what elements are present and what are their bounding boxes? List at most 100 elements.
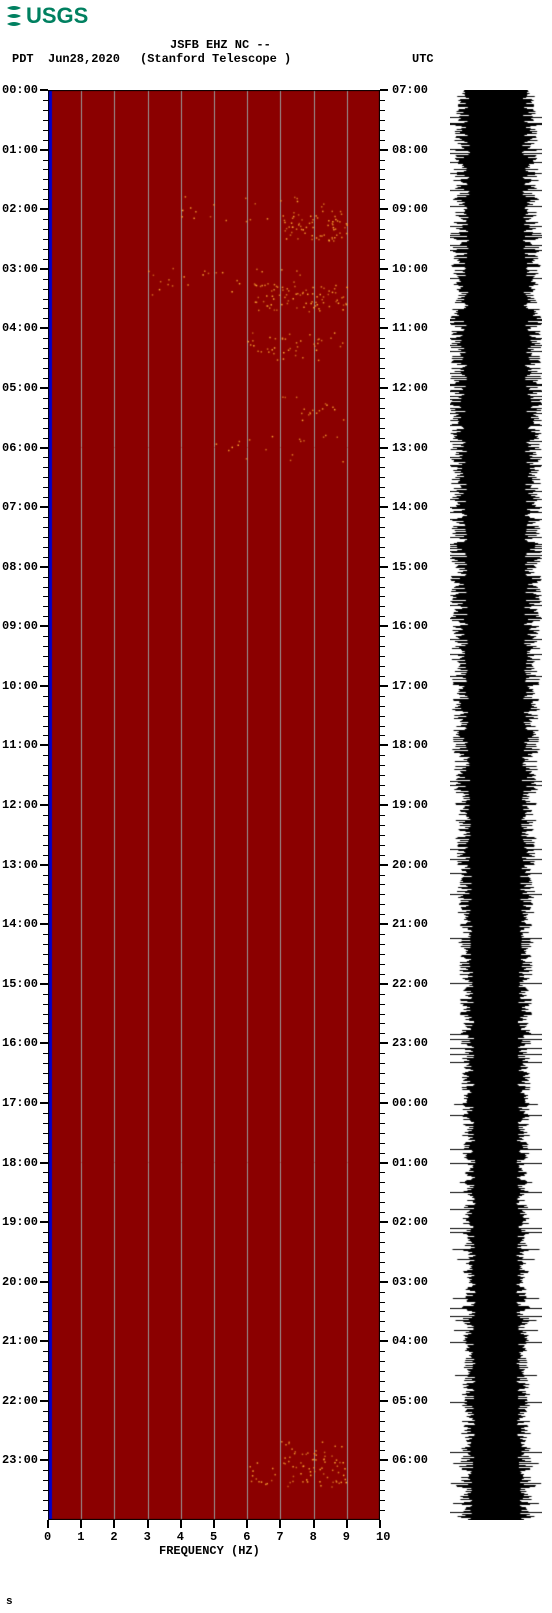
right-minor-tick — [380, 1202, 385, 1203]
left-minor-tick — [43, 130, 48, 131]
right-time-label: 11:00 — [392, 321, 428, 335]
right-major-tick — [380, 447, 388, 449]
left-minor-tick — [43, 398, 48, 399]
left-minor-tick — [43, 775, 48, 776]
right-major-tick — [380, 1042, 388, 1044]
right-minor-tick — [380, 279, 385, 280]
right-minor-tick — [380, 1073, 385, 1074]
right-minor-tick — [380, 1242, 385, 1243]
left-major-tick — [40, 864, 48, 866]
right-minor-tick — [380, 1361, 385, 1362]
left-major-tick — [40, 923, 48, 925]
left-major-tick — [40, 268, 48, 270]
right-minor-tick — [380, 1431, 385, 1432]
left-minor-tick — [43, 537, 48, 538]
left-major-tick — [40, 89, 48, 91]
right-minor-tick — [380, 1143, 385, 1144]
right-minor-tick — [380, 219, 385, 220]
right-minor-tick — [380, 726, 385, 727]
right-time-label: 16:00 — [392, 619, 428, 633]
right-minor-tick — [380, 636, 385, 637]
left-minor-tick — [43, 358, 48, 359]
right-time-label: 10:00 — [392, 262, 428, 276]
freq-tick — [279, 1520, 281, 1528]
left-time-label: 14:00 — [2, 917, 38, 931]
left-minor-tick — [43, 418, 48, 419]
left-minor-tick — [43, 606, 48, 607]
right-minor-tick — [380, 944, 385, 945]
right-minor-tick — [380, 1480, 385, 1481]
right-time-label: 21:00 — [392, 917, 428, 931]
left-minor-tick — [43, 904, 48, 905]
left-minor-tick — [43, 596, 48, 597]
right-minor-tick — [380, 1083, 385, 1084]
left-minor-tick — [43, 765, 48, 766]
right-major-tick — [380, 923, 388, 925]
right-time-label: 22:00 — [392, 977, 428, 991]
freq-tick — [313, 1520, 315, 1528]
left-minor-tick — [43, 1371, 48, 1372]
right-major-tick — [380, 1340, 388, 1342]
left-minor-tick — [43, 308, 48, 309]
right-minor-tick — [380, 964, 385, 965]
left-minor-tick — [43, 527, 48, 528]
freq-tick — [213, 1520, 215, 1528]
left-time-label: 06:00 — [2, 441, 38, 455]
right-minor-tick — [380, 1014, 385, 1015]
right-minor-tick — [380, 596, 385, 597]
left-minor-tick — [43, 1431, 48, 1432]
right-time-label: 07:00 — [392, 83, 428, 97]
right-minor-tick — [380, 845, 385, 846]
left-time-label: 07:00 — [2, 500, 38, 514]
left-minor-tick — [43, 1033, 48, 1034]
right-minor-tick — [380, 1153, 385, 1154]
left-minor-tick — [43, 1133, 48, 1134]
left-minor-tick — [43, 1450, 48, 1451]
left-minor-tick — [43, 964, 48, 965]
right-minor-tick — [380, 1023, 385, 1024]
right-major-tick — [380, 1459, 388, 1461]
right-minor-tick — [380, 1212, 385, 1213]
right-major-tick — [380, 983, 388, 985]
left-minor-tick — [43, 1083, 48, 1084]
left-minor-tick — [43, 1093, 48, 1094]
left-minor-tick — [43, 944, 48, 945]
right-time-label: 13:00 — [392, 441, 428, 455]
right-major-tick — [380, 1281, 388, 1283]
left-time-label: 13:00 — [2, 858, 38, 872]
right-minor-tick — [380, 557, 385, 558]
left-minor-tick — [43, 1123, 48, 1124]
spectrogram-plot — [48, 90, 380, 1520]
right-minor-tick — [380, 1272, 385, 1273]
left-minor-tick — [43, 249, 48, 250]
freq-tick — [113, 1520, 115, 1528]
left-minor-tick — [43, 1490, 48, 1491]
right-minor-tick — [380, 110, 385, 111]
left-major-tick — [40, 1221, 48, 1223]
left-minor-tick — [43, 318, 48, 319]
left-time-label: 18:00 — [2, 1156, 38, 1170]
left-minor-tick — [43, 1023, 48, 1024]
left-minor-tick — [43, 1381, 48, 1382]
left-minor-tick — [43, 1292, 48, 1293]
freq-tick-label: 4 — [177, 1530, 184, 1544]
freq-tick-label: 5 — [210, 1530, 217, 1544]
left-time-label: 23:00 — [2, 1453, 38, 1467]
left-minor-tick — [43, 1361, 48, 1362]
left-minor-tick — [43, 1500, 48, 1501]
left-minor-tick — [43, 636, 48, 637]
left-minor-tick — [43, 1153, 48, 1154]
right-minor-tick — [380, 835, 385, 836]
right-time-label: 03:00 — [392, 1275, 428, 1289]
left-major-tick — [40, 685, 48, 687]
left-time-label: 20:00 — [2, 1275, 38, 1289]
left-minor-tick — [43, 914, 48, 915]
right-minor-tick — [380, 408, 385, 409]
left-time-label: 02:00 — [2, 202, 38, 216]
right-minor-tick — [380, 1500, 385, 1501]
header-right-tz: UTC — [412, 52, 434, 66]
left-minor-tick — [43, 428, 48, 429]
left-minor-tick — [43, 120, 48, 121]
left-minor-tick — [43, 1262, 48, 1263]
freq-tick-label: 10 — [376, 1530, 390, 1544]
